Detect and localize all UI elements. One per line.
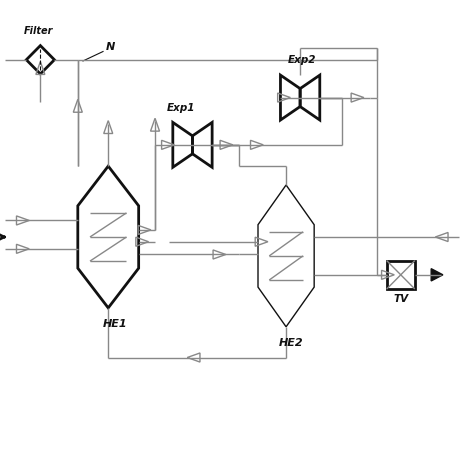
Text: Filter: Filter xyxy=(23,26,53,36)
Text: HE1: HE1 xyxy=(103,319,128,329)
Polygon shape xyxy=(431,269,443,281)
Text: Exp2: Exp2 xyxy=(288,55,317,65)
Text: N: N xyxy=(106,42,115,52)
Text: Exp1: Exp1 xyxy=(166,102,195,113)
Text: TV: TV xyxy=(393,294,408,304)
Bar xyxy=(387,261,415,289)
Text: HE2: HE2 xyxy=(278,337,303,348)
